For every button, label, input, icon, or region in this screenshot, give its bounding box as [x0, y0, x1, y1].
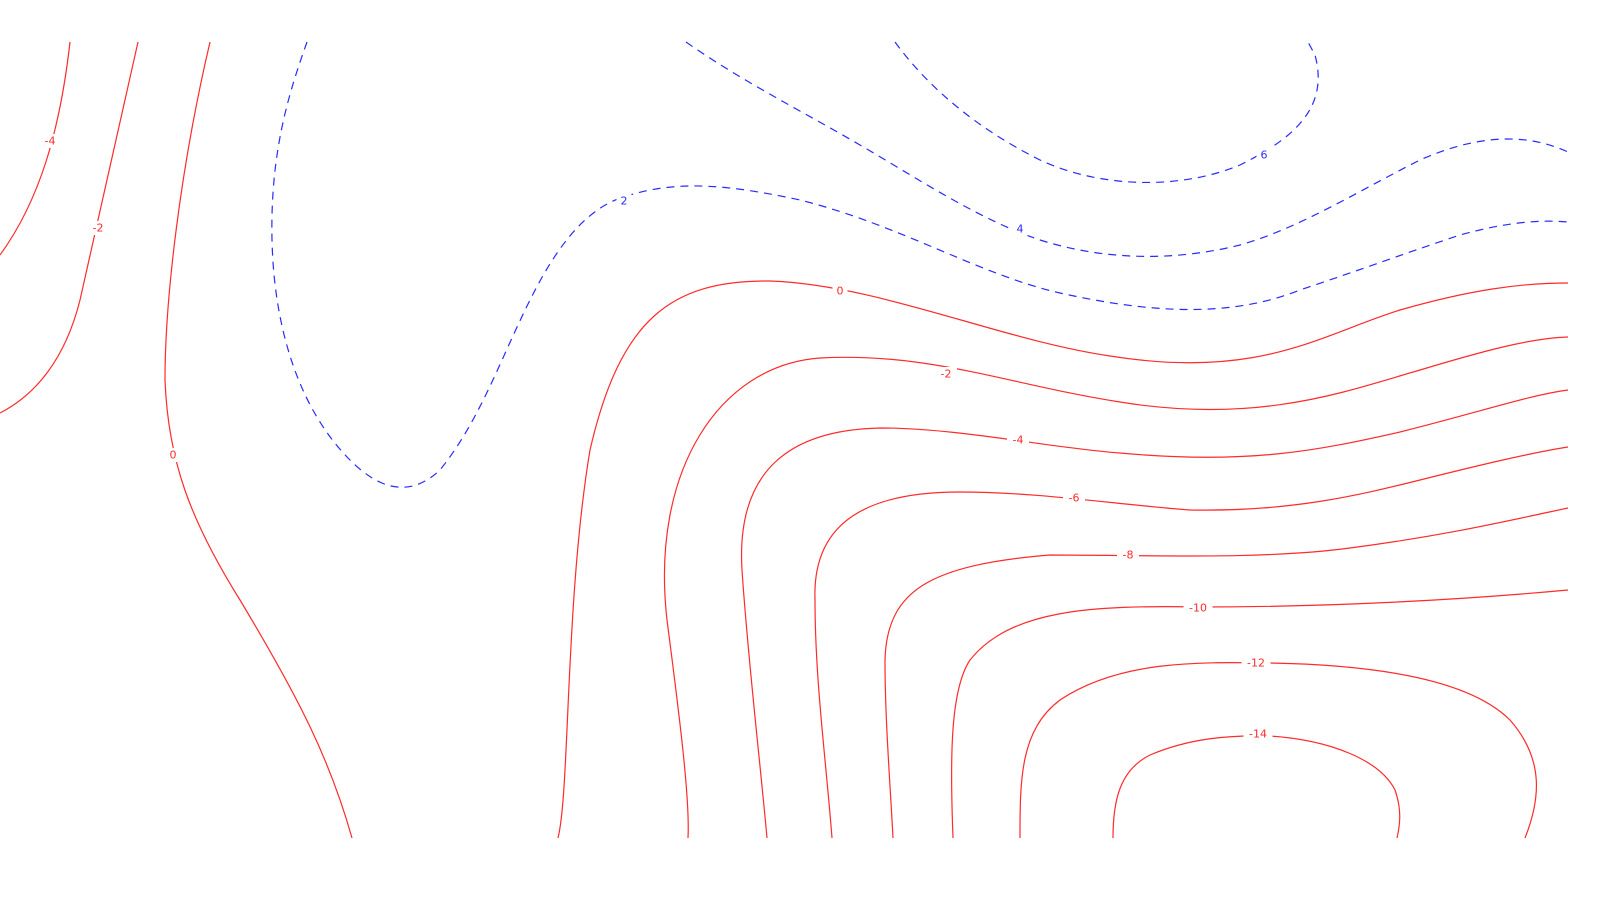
contour-label-background [1007, 433, 1029, 447]
contour-line--2 [663, 336, 1569, 839]
contour-line--12 [1019, 662, 1537, 839]
contour-label-background [1256, 148, 1272, 162]
contour-label-background [616, 194, 632, 208]
contour-line--2 [0, 41, 139, 414]
contour-label-background [1012, 222, 1028, 236]
contour-label--8: -8 [1123, 549, 1134, 562]
contour-label--4: -4 [1013, 434, 1024, 447]
contour-label-background [165, 448, 181, 462]
contour-label-background [1241, 656, 1271, 670]
contour-label-4: 4 [1017, 223, 1024, 236]
contour-line-0 [557, 280, 1569, 839]
contour-label-background [1117, 548, 1139, 562]
contour-label-background [1063, 491, 1085, 505]
contour-lines [0, 41, 1569, 839]
contour-label-6: 6 [1261, 149, 1268, 162]
contour-label-2: 2 [621, 195, 628, 208]
contour-label-0: 0 [170, 449, 177, 462]
contour-label--2: -2 [941, 368, 952, 381]
contour-line--10 [950, 589, 1569, 839]
contour-label-background [1183, 601, 1213, 615]
contour-label-0: 0 [837, 285, 844, 298]
contour-line--14 [1112, 735, 1401, 839]
contour-label--4: -4 [45, 135, 56, 148]
contour-line--8 [884, 507, 1569, 839]
contour-label--12: -12 [1247, 657, 1265, 670]
contour-label--10: -10 [1189, 602, 1207, 615]
contour-labels: -4 -2 0 0 -2 -4 -6 -8 -10 -12 -14 2 4 6 [39, 134, 1273, 741]
contour-label-background [832, 284, 848, 298]
contour-line--6 [814, 446, 1569, 839]
contour-line-0 [164, 41, 353, 839]
contour-line-2 [271, 41, 1569, 488]
contour-line--4 [740, 389, 1569, 839]
contour-label-background [39, 134, 61, 148]
contour-line--4 [0, 41, 71, 256]
contour-label--2: -2 [93, 222, 104, 235]
contour-label-background [935, 367, 957, 381]
contour-label--14: -14 [1249, 728, 1267, 741]
contour-label-background [1243, 727, 1273, 741]
contour-label-background [87, 221, 109, 235]
contour-line-6 [894, 41, 1319, 184]
contour-line-4 [685, 41, 1569, 257]
contour-label--6: -6 [1069, 492, 1080, 505]
